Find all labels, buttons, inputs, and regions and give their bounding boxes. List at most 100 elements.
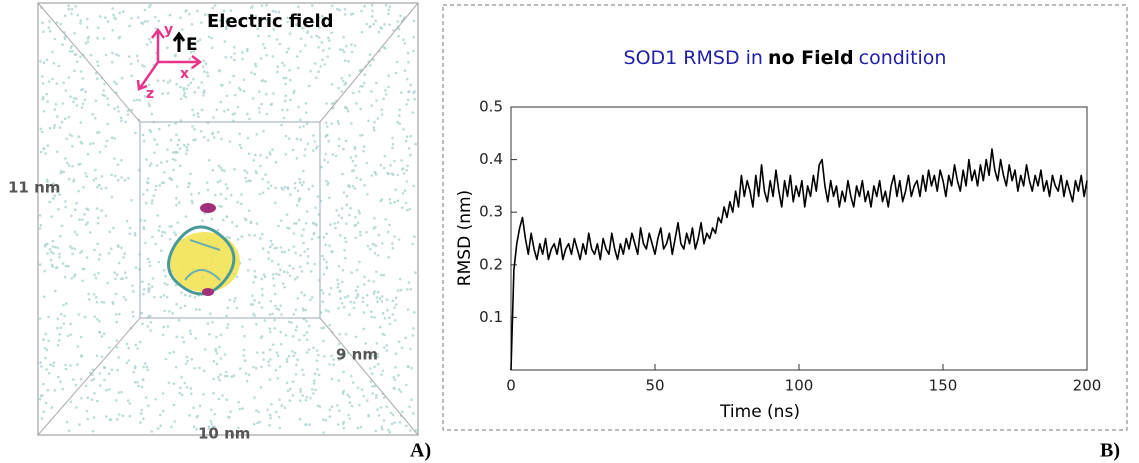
water-dot [263, 275, 267, 279]
water-dot [183, 92, 187, 95]
water-dot [236, 200, 239, 204]
water-dot [409, 134, 413, 138]
water-dot [210, 422, 214, 426]
water-dot [206, 322, 210, 325]
water-dot [274, 201, 277, 205]
water-dot [192, 113, 196, 117]
water-dot [234, 297, 237, 300]
water-dot [180, 375, 183, 379]
water-dot [370, 310, 373, 314]
water-dot [170, 425, 173, 429]
water-dot [324, 419, 328, 422]
water-dot [285, 381, 289, 385]
water-dot [341, 280, 344, 284]
water-dot [279, 219, 283, 222]
water-dot [115, 53, 118, 56]
water-dot [394, 366, 397, 369]
water-dot [305, 338, 309, 342]
water-dot [306, 261, 309, 265]
water-dot [344, 333, 348, 336]
water-dot [188, 182, 191, 185]
water-dot [310, 388, 314, 391]
water-dot [409, 347, 412, 351]
water-dot [291, 394, 295, 397]
water-dot [291, 148, 295, 152]
water-dot [191, 108, 194, 112]
water-dot [102, 332, 106, 336]
water-dot [225, 314, 228, 318]
water-dot [106, 122, 109, 126]
water-dot [371, 9, 374, 13]
water-dot [398, 277, 402, 281]
water-dot [359, 233, 362, 237]
water-dot [163, 231, 167, 234]
water-dot [286, 271, 289, 274]
water-dot [240, 202, 243, 206]
water-dot [296, 189, 300, 193]
water-dot [110, 173, 113, 177]
water-dot [84, 41, 88, 45]
water-dot [87, 298, 91, 301]
water-dot [134, 131, 137, 135]
water-dot [383, 154, 387, 158]
water-dot [300, 270, 304, 273]
water-dot [98, 384, 102, 387]
water-dot [130, 17, 133, 20]
water-dot [354, 236, 358, 240]
water-dot [42, 382, 45, 386]
water-dot [245, 171, 249, 174]
water-dot [151, 235, 154, 239]
water-dot [330, 377, 334, 381]
water-dot [93, 248, 96, 252]
water-dot [359, 84, 362, 88]
water-dot [57, 339, 61, 342]
water-dot [98, 320, 101, 323]
protein-helix [202, 288, 214, 296]
water-dot [279, 342, 283, 346]
water-dot [166, 81, 170, 84]
water-dot [116, 244, 120, 247]
water-dot [284, 134, 288, 138]
water-dot [284, 153, 288, 156]
water-dot [181, 336, 184, 339]
water-dot [411, 111, 415, 114]
water-dot [193, 295, 197, 299]
water-dot [397, 388, 401, 391]
water-dot [265, 156, 269, 159]
water-dot [157, 229, 161, 232]
water-dot [59, 380, 62, 384]
water-dot [145, 365, 149, 369]
water-dot [259, 386, 263, 389]
water-dot [389, 164, 392, 167]
water-dot [271, 148, 274, 151]
water-dot [307, 84, 311, 88]
water-dot [113, 157, 116, 160]
water-dot [373, 316, 376, 319]
water-dot [221, 84, 224, 87]
water-dot [402, 128, 406, 131]
water-dot [97, 258, 101, 261]
water-dot [304, 44, 307, 47]
water-dot [134, 266, 138, 269]
water-dot [45, 348, 49, 352]
water-dot [180, 291, 183, 294]
water-dot [175, 133, 178, 136]
water-dot [143, 95, 147, 98]
water-dot [70, 134, 74, 138]
water-dot [39, 361, 42, 365]
water-dot [130, 108, 134, 112]
water-dot [246, 49, 249, 52]
water-dot [199, 129, 203, 133]
water-dot [70, 12, 73, 16]
water-dot [120, 246, 123, 250]
water-dot [110, 60, 114, 64]
water-dot [182, 94, 186, 98]
water-dot [81, 77, 85, 80]
water-dot [371, 243, 375, 246]
water-dot [117, 54, 120, 57]
water-dot [76, 345, 80, 348]
water-dot [313, 372, 317, 375]
water-dot [301, 26, 304, 30]
water-dot [45, 178, 49, 181]
water-dot [38, 317, 42, 320]
